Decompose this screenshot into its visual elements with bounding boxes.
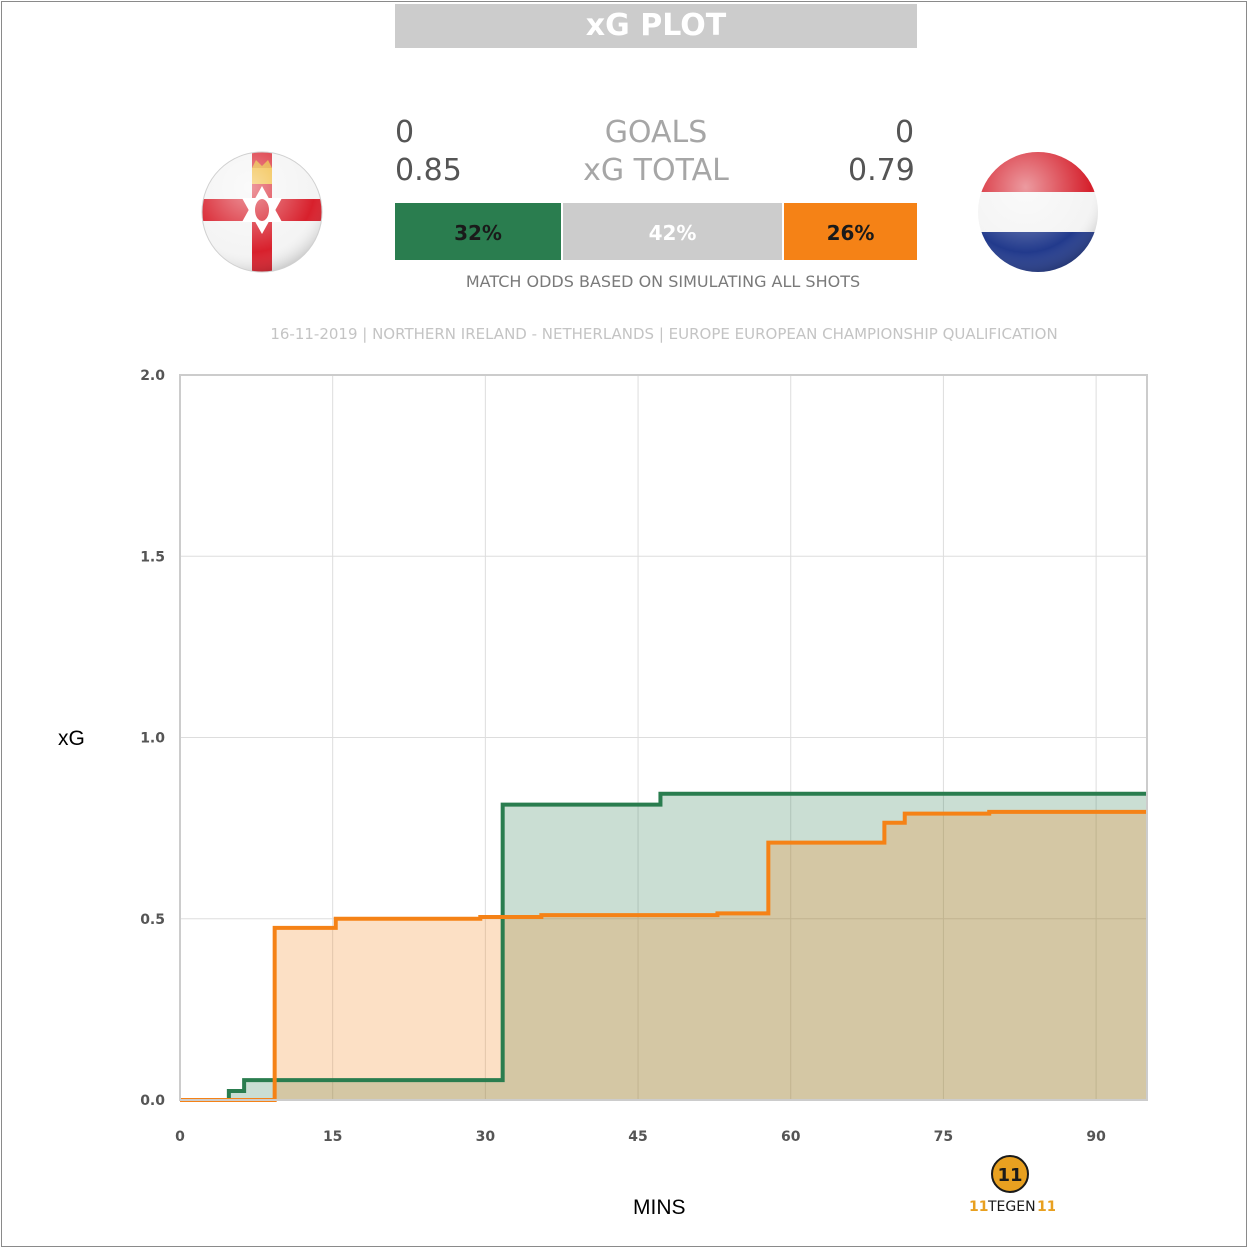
goals-label: GOALS (604, 115, 708, 150)
y-axis-title: xG (58, 727, 85, 750)
home-goals: 0 (395, 115, 415, 150)
svg-text:TEGEN: TEGEN (987, 1199, 1036, 1215)
away-xg-total: 0.79 (848, 153, 915, 188)
match-info: 16-11-2019 | NORTHERN IRELAND - NETHERLA… (270, 325, 1058, 343)
svg-text:11: 11 (969, 1199, 988, 1215)
xg-total-label: xG TOTAL (583, 153, 729, 188)
home-win-odds: 32% (395, 203, 561, 260)
svg-text:11: 11 (1037, 1199, 1055, 1215)
11tegen11-logo-icon: 11 11 TEGEN 11 (969, 1155, 1055, 1215)
x-axis-title: MINS (633, 1196, 686, 1219)
away-goals: 0 (895, 115, 915, 150)
page-title: xG PLOT (395, 4, 917, 48)
home-xg-total: 0.85 (395, 153, 462, 188)
odds-note: MATCH ODDS BASED ON SIMULATING ALL SHOTS (465, 272, 861, 291)
svg-text:11: 11 (997, 1165, 1022, 1186)
away-win-odds: 26% (784, 203, 917, 260)
draw-odds: 42% (563, 203, 782, 260)
netherlands-flag-icon (978, 152, 1098, 272)
northern-ireland-flag-icon (201, 151, 323, 273)
